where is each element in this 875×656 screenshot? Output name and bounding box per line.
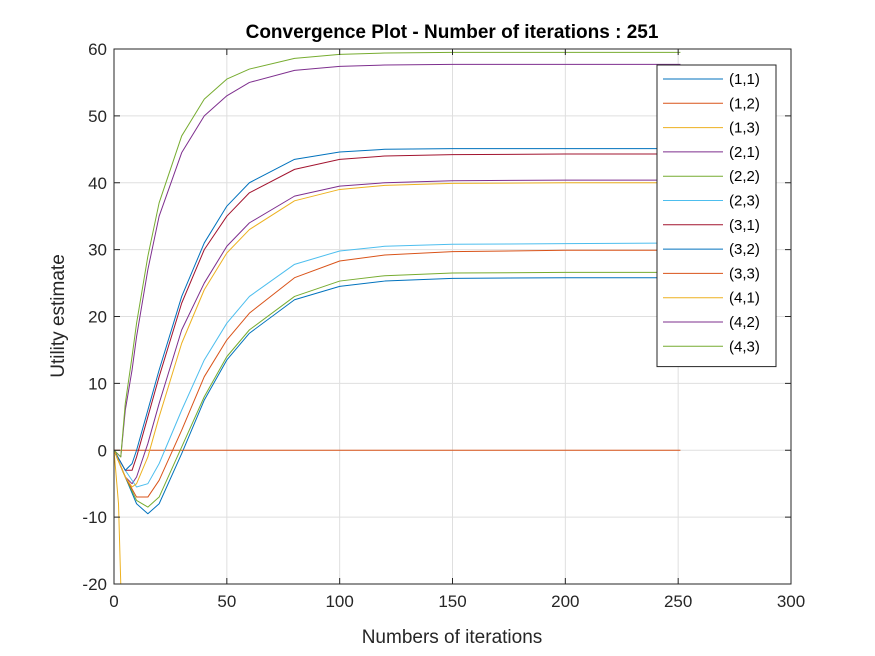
y-axis-label: Utility estimate: [48, 254, 69, 378]
legend-label: (4,1): [729, 290, 760, 307]
y-tick-label: -10: [82, 508, 107, 527]
series-line: [113, 179, 681, 485]
series-lines: [113, 51, 681, 585]
legend-label: (2,2): [729, 168, 760, 185]
series-line: [113, 249, 681, 498]
legend: (1,1) (1,2) (1,3) (2,1) (2,2) (2,3) (3,1) (3,2)…: [656, 64, 777, 368]
legend-label: (1,3): [729, 120, 760, 137]
x-tick-label: 300: [777, 592, 805, 611]
legend-label: (4,2): [729, 314, 760, 331]
legend-label: (3,2): [729, 241, 760, 258]
y-tick-label: 60: [88, 40, 107, 59]
legend-label: (1,1): [729, 71, 760, 88]
series-line: [113, 277, 681, 515]
y-tick-label: 30: [88, 241, 107, 260]
legend-label: (2,1): [729, 144, 760, 161]
legend-label: (2,3): [729, 193, 760, 210]
legend-box: [656, 64, 777, 368]
y-tick-label: 0: [98, 441, 107, 460]
series-line: [113, 242, 681, 488]
y-tick-label: -20: [82, 575, 107, 594]
series-line: [113, 63, 681, 458]
ticks: 0 50 100 150 200 250 300 -20 -10 0 10 20 30 40 50 60: [82, 40, 805, 611]
x-tick-label: 200: [551, 592, 579, 611]
legend-label: (3,3): [729, 265, 760, 282]
series-line: [113, 153, 681, 471]
legend-label: (3,1): [729, 217, 760, 234]
legend-label: (4,3): [729, 338, 760, 355]
x-tick-label: 50: [217, 592, 236, 611]
y-tick-label: 40: [88, 174, 107, 193]
series-line: [113, 271, 681, 508]
series-line: [113, 51, 681, 458]
x-tick-label: 150: [438, 592, 466, 611]
legend-label: (1,2): [729, 95, 760, 112]
x-tick-label: 100: [325, 592, 353, 611]
series-line: [113, 182, 681, 488]
x-tick-label: 250: [664, 592, 692, 611]
series-line: [113, 148, 681, 471]
x-axis-label: Numbers of iterations: [362, 627, 543, 648]
x-tick-label: 0: [109, 592, 118, 611]
y-tick-label: 10: [88, 374, 107, 393]
chart-title: Convergence Plot - Number of iterations …: [246, 22, 659, 43]
y-tick-label: 20: [88, 308, 107, 327]
y-tick-label: 50: [88, 107, 107, 126]
